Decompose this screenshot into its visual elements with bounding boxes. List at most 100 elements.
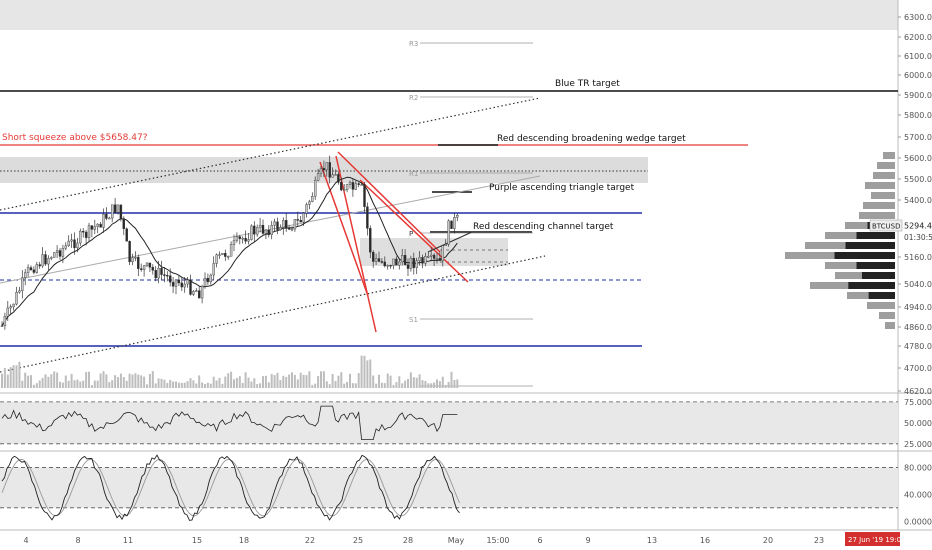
time-tick-label: 25 — [353, 536, 363, 545]
volume-bar — [276, 372, 279, 388]
candle-body — [366, 206, 369, 229]
time-tick-label: 15:00 — [486, 536, 509, 545]
candle-body — [192, 291, 195, 295]
grey-trendline — [0, 175, 541, 284]
volume-bar — [221, 383, 224, 388]
volume-bar — [291, 372, 293, 388]
candle-body — [157, 267, 160, 279]
current-time-label: 27 Jun '19 19:00 — [848, 536, 906, 544]
candle-body — [32, 269, 36, 273]
time-tick-label: 6 — [537, 536, 542, 545]
volume-profile-bar — [835, 272, 862, 279]
candle-body — [287, 228, 291, 230]
volume-bar — [267, 382, 270, 388]
volume-bar — [143, 376, 146, 388]
volume-bar — [380, 382, 383, 388]
candle-body — [372, 251, 375, 262]
candle-body — [148, 262, 152, 268]
candle-body — [421, 257, 424, 264]
candle-body — [0, 325, 4, 327]
time-tick-label: 15 — [192, 536, 202, 545]
candle-body — [447, 220, 450, 245]
candle-body — [314, 180, 317, 197]
candle-body — [360, 184, 363, 186]
candle-body — [197, 290, 201, 299]
candle-body — [110, 204, 114, 219]
price-tick-label: 5800.00 — [904, 111, 932, 120]
volume-bar — [331, 373, 334, 388]
volume-bar — [308, 371, 311, 388]
volume-bar — [140, 375, 143, 388]
volume-profile-bar — [863, 202, 895, 209]
candle-body — [270, 225, 273, 235]
volume-bar — [450, 371, 453, 388]
candle-body — [444, 244, 447, 246]
candle-body — [441, 245, 444, 261]
volume-bar — [378, 374, 380, 388]
volume-bar — [456, 379, 459, 388]
candle-body — [154, 270, 157, 279]
red-channel-upper — [337, 151, 441, 253]
volume-bar — [209, 383, 212, 388]
candle-body — [418, 257, 421, 261]
time-tick-label: 9 — [585, 536, 590, 545]
volume-bar — [363, 355, 366, 388]
volume-profile-bar — [845, 222, 868, 229]
candle-body — [81, 230, 85, 233]
volume-bar — [27, 375, 30, 388]
volume-bar — [279, 380, 282, 388]
volume-bar — [180, 382, 183, 388]
volume-bar — [30, 375, 32, 388]
volume-bar — [32, 384, 35, 388]
candle-body — [415, 260, 418, 268]
volume-bar — [88, 371, 90, 388]
candle-body — [38, 264, 41, 267]
volume-bar — [61, 382, 64, 388]
price-tick-label: 5500.00 — [904, 175, 932, 184]
volume-bar — [79, 381, 82, 388]
candle-body — [244, 237, 247, 242]
price-tick-label: 4860.00 — [904, 323, 932, 332]
time-tick-label: 20 — [763, 536, 773, 545]
candle-body — [171, 281, 175, 287]
volume-profile-bar — [871, 192, 895, 199]
rsi-tick-label: 25.0000 — [904, 440, 932, 449]
candle-body — [87, 225, 91, 238]
candle-body — [163, 274, 166, 276]
volume-bar — [325, 381, 328, 388]
volume-bar — [215, 380, 218, 388]
volume-bar — [15, 365, 18, 388]
volume-profile-bar — [805, 242, 846, 249]
volume-bar — [18, 361, 21, 388]
stoch-tick-label: 40.0000 — [904, 490, 932, 499]
candle-body — [195, 290, 198, 292]
purple-triangle-support — [427, 231, 473, 253]
candle-body — [96, 223, 99, 227]
volume-bar — [206, 382, 209, 388]
time-tick-label: 8 — [75, 536, 80, 545]
volume-bar — [198, 375, 201, 388]
volume-bar — [137, 374, 140, 388]
price-tick-label: 5700.00 — [904, 133, 932, 142]
volume-bar — [230, 371, 233, 388]
candle-body — [116, 204, 120, 213]
volume-bar — [64, 375, 67, 388]
rsi-line — [1, 405, 458, 441]
candle-body — [383, 261, 386, 267]
time-tick-label: 13 — [647, 536, 657, 545]
candle-body — [345, 184, 349, 190]
red-channel-lower — [359, 179, 469, 283]
candle-body — [61, 248, 65, 257]
pivot-p-label: P — [409, 230, 413, 238]
volume-bar — [175, 381, 177, 388]
price-pane[interactable] — [0, 0, 898, 390]
volume-bar — [441, 376, 444, 388]
volume-profile-bar — [865, 182, 895, 189]
volume-bar — [256, 384, 259, 388]
candle-body — [12, 303, 15, 307]
stoch-tick-label: 0.0000 — [904, 517, 932, 526]
volume-bar — [56, 372, 59, 388]
volume-profile-bar — [859, 212, 895, 219]
candle-body — [247, 239, 250, 242]
